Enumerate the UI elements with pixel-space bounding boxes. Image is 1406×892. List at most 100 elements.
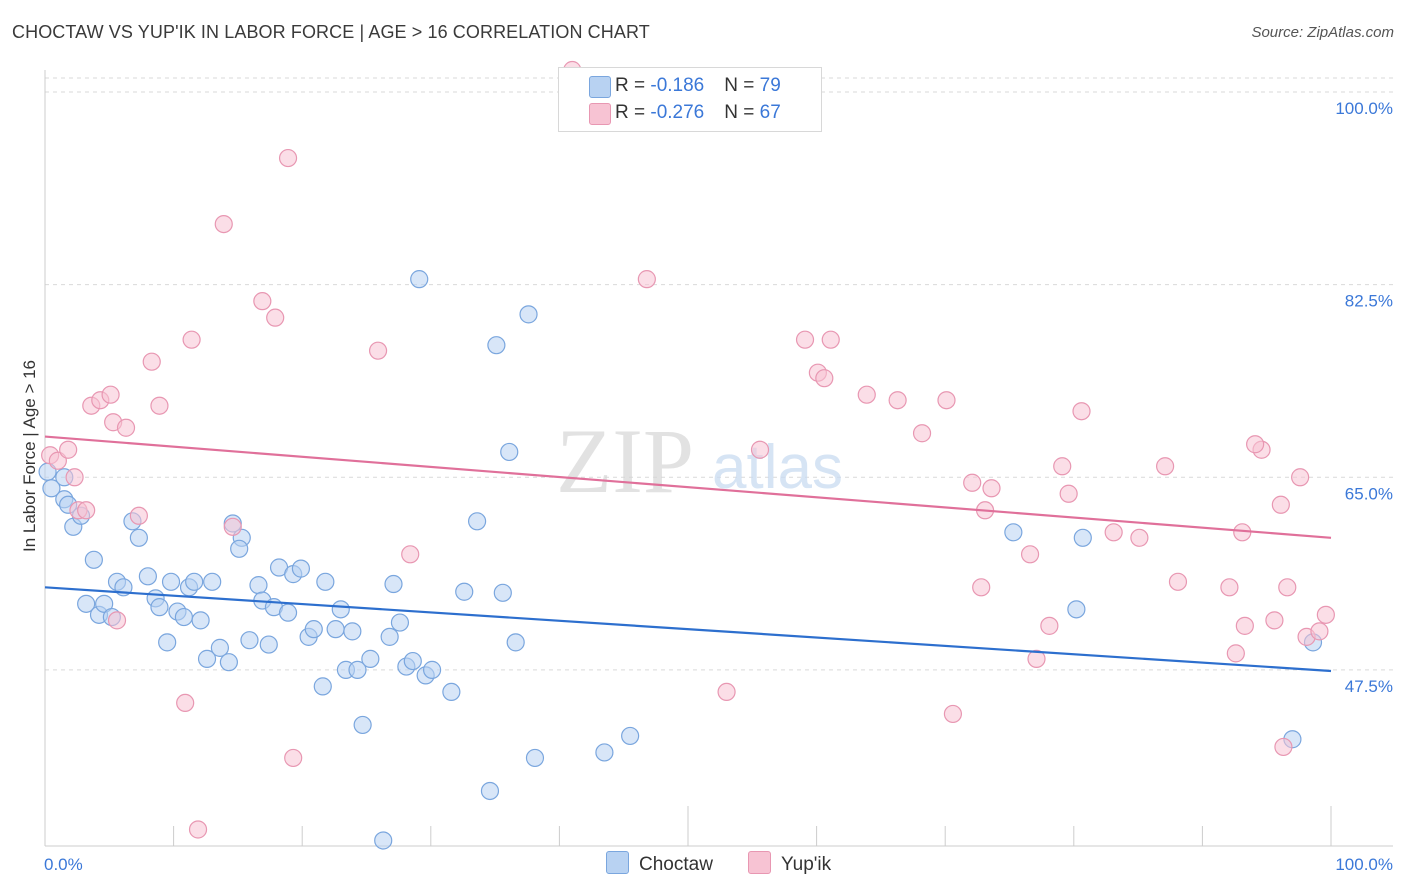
choctaw-point [326,620,345,639]
yupik-point [65,468,84,487]
yupik-point [368,341,388,360]
yupik-point [795,330,815,349]
choctaw-point [278,603,298,622]
yupik-point [1168,572,1188,591]
choctaw-point [185,572,204,591]
yupik-point [266,308,285,327]
yupik-points [41,60,1335,839]
yupik-point [284,748,303,768]
choctaw-point [203,572,222,591]
yupik-point [637,270,656,289]
yupik-point [101,385,120,404]
choctaw-point [353,715,372,735]
choctaw-point [313,677,332,696]
choctaw-point [621,726,640,746]
choctaw-point [331,600,350,619]
choctaw-point [380,627,399,646]
choctaw-point [343,622,362,641]
choctaw-point [210,638,229,657]
yupik-point [750,440,770,459]
choctaw-point [316,572,335,591]
choctaw-point [390,613,410,632]
choctaw-r-label: R = [615,75,651,96]
choctaw-n-value: 79 [759,75,781,96]
yupik-point [116,418,136,437]
yupik-point [1246,435,1265,454]
choctaw-point [506,633,525,652]
choctaw-point [442,682,461,702]
yupik-point [1271,495,1290,514]
choctaw-point [291,559,311,578]
y-tick-label: 65.0% [1345,484,1393,503]
yupik-point [1220,578,1239,597]
choctaw-point [230,539,249,558]
choctaw-point [595,743,614,762]
yupik-point [253,292,272,311]
choctaw-point [519,305,538,324]
bottom-yupik-label: Yup'ik [781,854,832,875]
choctaw-n-label: N = [724,75,760,96]
choctaw-point [348,660,367,679]
yupik-trend-line [44,435,1332,539]
yupik-point [1226,644,1245,663]
bottom-choctaw-label: Choctaw [639,854,713,875]
yupik-swatch [589,103,611,125]
yupik-point [1235,616,1254,635]
yupik-point [1265,611,1284,630]
yupik-n-label: N = [724,102,760,123]
yupik-point [1040,616,1059,635]
yupik-point [1027,649,1046,668]
choctaw-point [174,607,193,627]
y-tick-label: 82.5% [1345,292,1393,311]
yupik-point [278,148,298,168]
yupik-point [717,682,736,702]
yupik-point [963,473,982,492]
choctaw-point [500,442,519,462]
choctaw-points [38,270,1323,850]
choctaw-point [219,653,238,672]
choctaw-point [1067,600,1086,619]
choctaw-point [455,582,474,601]
choctaw-r-value: -0.186 [650,75,705,96]
bottom-legend-choctaw: Choctaw [606,851,713,876]
yupik-point [888,391,907,410]
choctaw-point [487,336,506,355]
yupik-point [943,704,963,724]
y-tick-label: 100.0% [1335,99,1393,118]
yupik-point [1053,457,1072,476]
yupik-point [1316,605,1335,624]
choctaw-point [191,611,210,630]
bottom-choctaw-swatch [606,851,629,874]
yupik-point [857,385,876,404]
choctaw-point [410,270,429,289]
chart-title: CHOCTAW VS YUP'IK IN LABOR FORCE | AGE >… [12,22,650,42]
yupik-point [1291,468,1310,487]
choctaw-point [361,649,380,668]
yupik-point [815,369,834,388]
yupik-point [401,545,420,564]
yupik-point [1274,737,1293,757]
legend-row-yupik: R = -0.276 N = 67 [589,100,781,126]
choctaw-point [525,748,545,768]
yupik-r-label: R = [615,102,651,123]
yupik-point [176,693,195,713]
y-tick-label: 47.5% [1345,677,1393,696]
gridlines [45,77,1393,671]
yupik-point [937,391,956,410]
watermark-zip: ZIP [556,410,694,512]
choctaw-point [129,528,148,547]
choctaw-point [259,635,278,654]
correlation-legend: R = -0.186 N = 79 R = -0.276 N = 67 [558,67,822,132]
yupik-point [188,820,208,839]
yupik-point [1072,402,1091,421]
choctaw-point [304,620,323,639]
choctaw-point [1073,528,1092,547]
yupik-point [182,330,201,349]
choctaw-point [422,660,442,679]
yupik-point [972,578,991,597]
yupik-n-value: 67 [759,102,781,123]
yupik-point [223,517,242,536]
bottom-yupik-swatch [748,851,771,874]
yupik-point [1104,523,1123,542]
